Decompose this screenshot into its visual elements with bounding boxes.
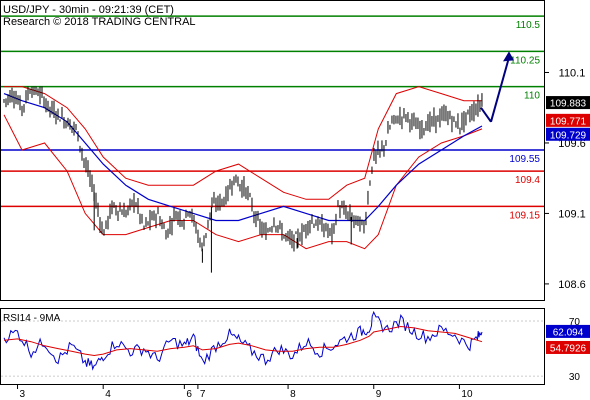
- y-tick-label-2: 109.1: [558, 208, 586, 220]
- x-tick-label-2: 6: [186, 389, 192, 400]
- price-tag-0: 109.883: [550, 99, 587, 110]
- main-panel-frame: [0, 0, 545, 301]
- y-tick-label-3: 108.6: [558, 279, 586, 291]
- x-tick-label-4: 8: [290, 389, 296, 400]
- forecast-arrow-group: [480, 51, 515, 123]
- price-tag-1: 109.771: [550, 116, 587, 127]
- copyright-line: Research © 2018 TRADING CENTRAL: [3, 16, 196, 28]
- x-tick-label-0: 3: [20, 389, 26, 400]
- rsi-tag-0: 62.094: [553, 327, 584, 338]
- forecast-arrow-shaft-a: [480, 107, 492, 123]
- level-label-2: 110: [524, 91, 540, 102]
- price-tags: 109.883 109.771 109.729 62.094 54.7926: [546, 96, 590, 354]
- bollinger-upper: [4, 86, 482, 200]
- price-tag-2: 109.729: [550, 130, 587, 141]
- x-tick-label-3: 7: [200, 389, 206, 400]
- level-label-3: 109.55: [509, 154, 540, 165]
- rsi-panel-title: RSI14 - 9MA: [3, 313, 61, 324]
- rsi-panel-frame: [0, 308, 545, 385]
- rsi-tick-label-0: 70: [569, 317, 581, 328]
- price-tag-bg-2: [546, 127, 590, 141]
- rsi-ma-line: [3, 325, 483, 357]
- rsi-tick-label-1: 30: [569, 372, 581, 383]
- price-tag-bg-1: [546, 113, 590, 127]
- bollinger-lower: [3, 114, 483, 250]
- x-tick-label-6: 10: [461, 389, 473, 400]
- rsi-tag-1: 54.7926: [550, 343, 587, 354]
- x-tick-label-1: 4: [105, 389, 111, 400]
- forecast-arrow-head: [503, 51, 515, 62]
- level-label-4: 109.4: [515, 175, 540, 186]
- rsi-tag-bg-0: [546, 324, 590, 338]
- y-tick-label-0: 110.1: [559, 67, 586, 79]
- level-label-1: 110.25: [510, 55, 540, 66]
- level-label-5: 109.15: [509, 210, 540, 221]
- price-tag-bg-0: [546, 96, 590, 110]
- rsi-lines: [1, 310, 544, 377]
- bollinger-bands: [3, 86, 483, 250]
- candles: [3, 86, 483, 273]
- rsi-tag-bg-1: [546, 340, 590, 354]
- axes: 110.1 109.6 109.1 108.6 70 30 3 4 6 7 8 9 10: [17, 67, 586, 400]
- support-resistance-levels: 110.5 110.25 110 109.55 109.4 109.15: [1, 15, 544, 221]
- forecast-arrow-shaft: [490, 57, 510, 123]
- x-tick-label-5: 9: [376, 389, 382, 400]
- y-tick-label-1: 109.6: [558, 138, 586, 150]
- rsi-line: [3, 310, 483, 371]
- level-label-0: 110.5: [516, 20, 541, 31]
- chart-title: USD/JPY - 30min - 09:21:39 (CET): [3, 4, 174, 16]
- moving-average: [3, 93, 483, 222]
